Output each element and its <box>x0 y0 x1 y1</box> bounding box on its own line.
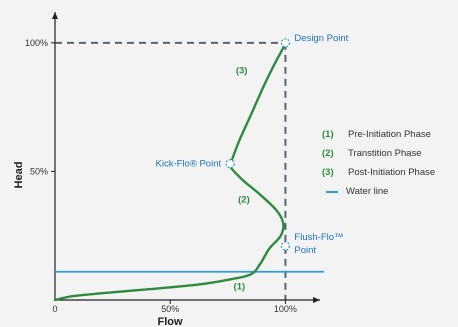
axes <box>52 12 320 303</box>
x-axis-title: Flow <box>157 316 182 327</box>
point-marker <box>280 38 291 48</box>
legend-key: (3) <box>322 167 334 178</box>
phase-label: (2) <box>238 194 250 205</box>
legend-item-transition: (2) Transtition Phase <box>322 144 435 163</box>
curve-layer <box>53 41 287 302</box>
x-tick-label: 0 <box>52 304 57 314</box>
x-axis-arrow <box>313 297 320 303</box>
legend: (1) Pre-Initiation Phase (2) Transtition… <box>322 125 435 201</box>
tick-labels: 0 50% 100% 50% 100% <box>25 38 297 314</box>
flush-flo-point-label: Flush-Flo™ <box>294 232 343 243</box>
y-tick-label: 50% <box>30 166 48 176</box>
water-line-swatch <box>326 190 338 193</box>
legend-key: (2) <box>322 148 334 159</box>
x-tick-label: 100% <box>274 304 297 314</box>
legend-label: Transtition Phase <box>348 148 422 159</box>
y-axis-arrow <box>52 12 58 19</box>
points-layer: Design Point Kick-Flo® Point Flush-Flo™ Poi… <box>156 33 349 256</box>
point-marker <box>280 241 291 251</box>
y-axis-title: Head <box>13 162 25 189</box>
reference-lines <box>55 41 287 300</box>
legend-label: Pre-Initiation Phase <box>348 129 431 140</box>
head-flow-curve <box>53 41 287 302</box>
phase-label: (3) <box>236 66 248 77</box>
legend-item-water-line: Water line <box>322 182 435 201</box>
design-point-label: Design Point <box>294 33 348 44</box>
legend-label: Water line <box>346 186 389 197</box>
point-marker <box>225 159 235 169</box>
legend-label: Post-Initiation Phase <box>348 167 436 178</box>
legend-key: (1) <box>322 129 334 140</box>
phase-label: (1) <box>234 282 246 293</box>
flush-flo-point-label: Point <box>294 245 316 256</box>
y-tick-label: 100% <box>25 38 48 48</box>
x-tick-label: 50% <box>161 304 179 314</box>
legend-item-post-initiation: (3) Post-Initiation Phase <box>322 163 435 182</box>
legend-item-pre-initiation: (1) Pre-Initiation Phase <box>322 125 435 144</box>
kick-flo-point-label: Kick-Flo® Point <box>156 159 222 170</box>
phase-labels: (3) (2) (1) <box>234 66 250 293</box>
